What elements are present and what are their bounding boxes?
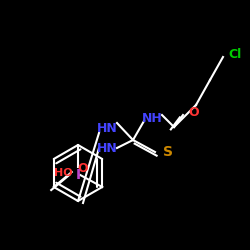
- Text: HO: HO: [54, 168, 72, 178]
- Text: S: S: [163, 145, 173, 159]
- Text: I: I: [76, 168, 80, 182]
- Text: HN: HN: [96, 142, 117, 154]
- Text: O: O: [78, 162, 88, 174]
- Text: O: O: [188, 106, 198, 118]
- Text: NH: NH: [142, 112, 163, 124]
- Text: Cl: Cl: [228, 48, 241, 60]
- Text: HN: HN: [96, 122, 117, 134]
